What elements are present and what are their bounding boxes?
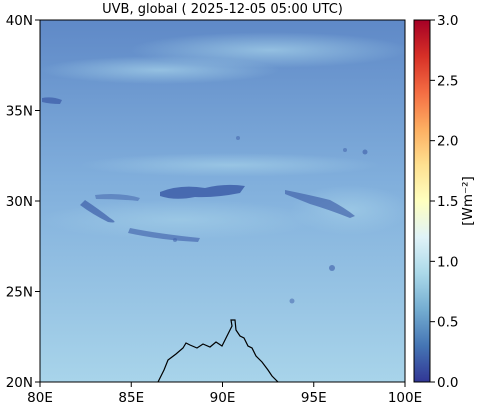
colorbar-gradient <box>413 19 431 383</box>
x-tick-label: 90E <box>210 390 236 406</box>
colorbar-label: [Wm⁻²] <box>460 176 476 226</box>
x-tick-label: 95E <box>301 390 327 406</box>
map-plot-area <box>40 20 405 382</box>
x-tick-label: 85E <box>118 390 144 406</box>
y-tick-label: 25N <box>6 285 33 301</box>
map-title: UVB, global ( 2025-12-05 05:00 UTC) <box>102 2 343 17</box>
coastline <box>157 319 279 382</box>
colorbar-tick-label: 3.0 <box>437 13 458 29</box>
y-tick-label: 40N <box>6 13 33 29</box>
colorbar-tick-label: 0.0 <box>437 375 458 391</box>
x-tick-label: 100E <box>388 390 422 406</box>
colorbar-tick-label: 2.0 <box>437 134 458 150</box>
cloud-features <box>42 97 368 304</box>
x-tick-label: 80E <box>27 390 53 406</box>
y-axis: 40N 35N 30N 25N 20N <box>6 13 40 391</box>
colorbar-tick-label: 1.5 <box>437 194 458 210</box>
colorbar-tick-label: 0.5 <box>437 315 458 331</box>
x-axis: 80E 85E 90E 95E 100E <box>27 382 422 406</box>
light-bands <box>40 32 405 240</box>
y-tick-label: 30N <box>6 194 33 210</box>
y-tick-label: 35N <box>6 104 33 120</box>
colorbar-ticks: 3.0 2.5 2.0 1.5 1.0 0.5 0.0 <box>430 13 458 391</box>
colorbar-tick-label: 2.5 <box>437 73 458 89</box>
colorbar-tick-label: 1.0 <box>437 254 458 270</box>
y-tick-label: 20N <box>6 375 33 391</box>
